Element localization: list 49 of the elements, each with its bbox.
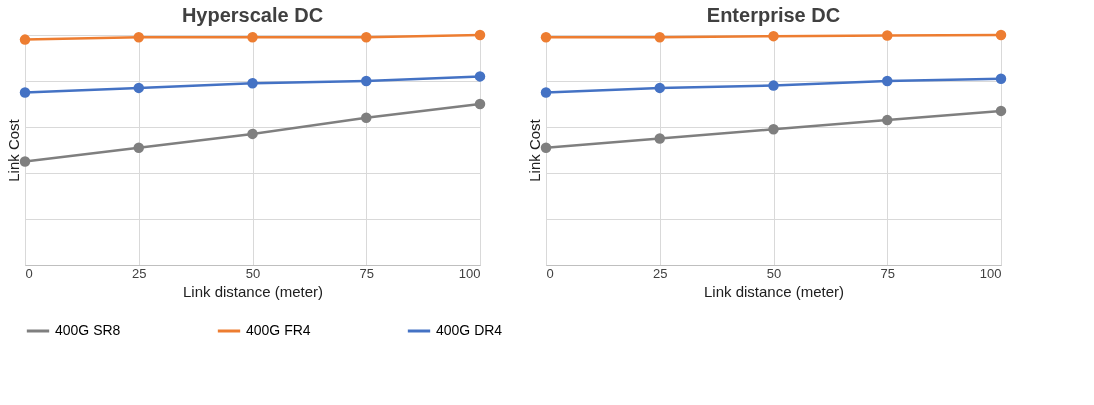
point	[19, 87, 31, 98]
x-tick-label: 25	[653, 265, 668, 281]
point	[654, 133, 665, 144]
point	[882, 30, 893, 41]
point	[133, 142, 144, 153]
legend-label: 400G SR8	[55, 322, 121, 338]
point	[768, 30, 779, 42]
point	[995, 105, 1007, 117]
x-tick-label: 0	[25, 265, 33, 281]
point	[768, 124, 779, 135]
point	[474, 29, 486, 41]
x-tick-label: 100	[458, 265, 481, 281]
point	[540, 32, 552, 43]
point	[882, 114, 893, 126]
y-axis-title: Link Cost	[4, 118, 22, 182]
chart-title: Enterprise DC	[706, 3, 841, 26]
point	[19, 156, 31, 167]
point	[19, 34, 31, 45]
point	[247, 32, 258, 43]
point	[540, 87, 552, 98]
point	[768, 80, 779, 91]
point	[540, 142, 552, 153]
point	[247, 128, 258, 140]
x-tick-label: 75	[359, 265, 374, 281]
point	[995, 73, 1007, 84]
y-axis-title: Link Cost	[525, 118, 543, 182]
point	[882, 75, 893, 87]
point	[995, 29, 1007, 41]
chart-title: Hyperscale DC	[181, 3, 324, 26]
point	[474, 98, 486, 110]
point	[474, 71, 486, 82]
x-tick-label: 25	[132, 265, 147, 281]
x-tick-label: 100	[979, 265, 1002, 281]
legend-label: 400G FR4	[246, 322, 311, 338]
point	[361, 75, 372, 87]
legend-label: 400G DR4	[436, 322, 503, 338]
point	[133, 32, 144, 43]
x-tick-label: 0	[546, 265, 554, 281]
point	[361, 112, 372, 124]
x-axis-title: Link distance (meter)	[182, 282, 324, 300]
x-tick-label: 75	[880, 265, 895, 281]
x-axis-title: Link distance (meter)	[703, 282, 845, 300]
point	[361, 32, 372, 43]
x-tick-label: 50	[766, 265, 782, 281]
x-tick-label: 50	[245, 265, 261, 281]
point	[654, 32, 665, 43]
point	[654, 82, 665, 94]
point	[247, 78, 258, 89]
point	[133, 82, 144, 94]
